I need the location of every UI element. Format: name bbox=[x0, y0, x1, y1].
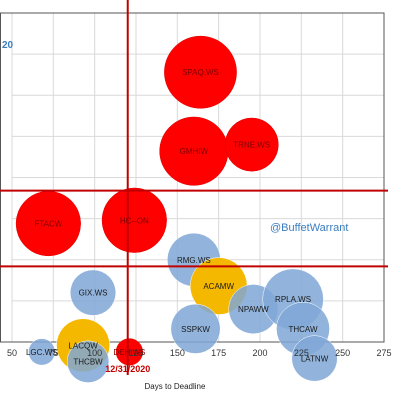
reference-date-label: 12/31/2020 bbox=[105, 364, 150, 374]
bubble-hc-on bbox=[101, 187, 167, 253]
bubble-label: TRNE.WS bbox=[233, 141, 270, 150]
bubble-label: RMG.WS bbox=[177, 256, 211, 265]
bubble-label: SPAQ.WS bbox=[182, 68, 219, 77]
bubble-label: THCBW bbox=[73, 358, 103, 367]
bubble-latnw bbox=[291, 335, 338, 382]
x-tick-label: 200 bbox=[252, 348, 267, 358]
x-tick-label: 225 bbox=[294, 348, 309, 358]
x-tick-label: 150 bbox=[170, 348, 185, 358]
bubble-thcbw bbox=[66, 340, 110, 383]
bubble-sspkw bbox=[170, 303, 221, 354]
x-tick-label: 250 bbox=[335, 348, 350, 358]
bubble-labels: SPAQ.WS GMHIW TRNE.WS FTACW HC--ON RMG.WS ACAM… bbox=[26, 68, 329, 367]
bubble-label: NPAWW bbox=[238, 305, 269, 314]
bubble-label: RPLA.WS bbox=[275, 295, 311, 304]
bubble-label: THCAW bbox=[288, 325, 317, 334]
bubble-label: LATNW bbox=[301, 354, 329, 363]
x-axis-ticks: 50 75 100 125 150 175 200 225 250 275 bbox=[7, 348, 392, 358]
bubble-label: GMHIW bbox=[180, 147, 209, 156]
bubble-label: LGC.WS bbox=[26, 348, 58, 357]
x-tick-label: 175 bbox=[211, 348, 226, 358]
bubble-label: LACQW bbox=[68, 341, 98, 350]
bubble-trne-ws bbox=[224, 117, 279, 172]
x-tick-label: 75 bbox=[48, 348, 58, 358]
x-tick-label: 275 bbox=[376, 348, 391, 358]
bubble-label: FTACW bbox=[34, 220, 62, 229]
x-tick-label: 125 bbox=[128, 348, 143, 358]
reference-lines bbox=[0, 0, 388, 375]
bubble-label: HC--ON bbox=[120, 216, 149, 225]
title-fragment: 20 bbox=[2, 40, 14, 51]
x-tick-label: 100 bbox=[87, 348, 102, 358]
bubble-label: SSPKW bbox=[181, 325, 210, 334]
bubble-gix-ws bbox=[69, 269, 117, 316]
bubble-label: DEH.WS bbox=[113, 348, 145, 357]
bubble-spaq-ws bbox=[164, 35, 237, 109]
x-axis-label: Days to Deadline bbox=[145, 382, 206, 391]
bubbles bbox=[15, 35, 338, 383]
watermark-handle: @BuffetWarrant bbox=[270, 222, 348, 234]
x-tick-label: 50 bbox=[7, 348, 17, 358]
bubble-label: GIX.WS bbox=[79, 289, 108, 298]
bubble-lgc-ws bbox=[28, 338, 56, 366]
bubble-deh-ws bbox=[115, 338, 143, 366]
bubble-label: ACAMW bbox=[203, 282, 234, 291]
